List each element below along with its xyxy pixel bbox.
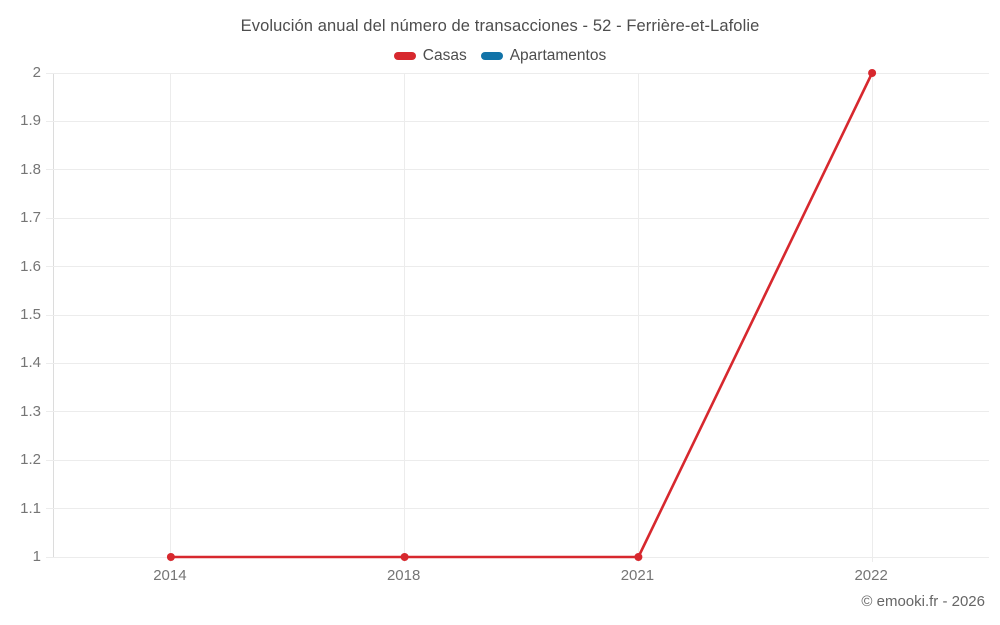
y-tick-label: 1.9	[20, 112, 41, 130]
legend-label-casas: Casas	[422, 47, 467, 64]
series-line-casas	[170, 72, 874, 559]
legend-item-casas[interactable]: Casas	[393, 47, 467, 65]
y-tick-label: 1.2	[20, 451, 41, 469]
data-point-casas[interactable]	[868, 69, 877, 77]
y-tick-label: 2	[32, 64, 41, 81]
legend-label-apartamentos: Apartamentos	[509, 47, 607, 64]
y-tick-label: 1.7	[20, 209, 41, 227]
h-gridline	[46, 120, 989, 122]
h-gridline	[46, 72, 989, 74]
h-gridline	[46, 169, 989, 171]
v-gridline	[871, 73, 873, 562]
data-point-casas[interactable]	[634, 553, 643, 561]
credit-text: © emooki.fr - 2026	[861, 593, 985, 610]
y-tick-label: 1.1	[20, 499, 41, 517]
y-tick-label: 1	[32, 548, 41, 565]
h-gridline	[46, 508, 989, 510]
v-gridline	[637, 73, 639, 562]
h-gridline	[46, 362, 989, 364]
data-point-casas[interactable]	[400, 553, 409, 561]
data-point-casas[interactable]	[166, 553, 175, 561]
v-gridline	[404, 73, 406, 562]
chart-title: Evolución anual del número de transaccio…	[240, 17, 760, 35]
y-tick-label: 1.4	[20, 354, 41, 372]
y-tick-label: 1.3	[20, 402, 41, 420]
h-gridline	[46, 459, 989, 461]
y-tick-label: 1.6	[20, 257, 41, 275]
legend-item-apartamentos[interactable]: Apartamentos	[480, 47, 607, 65]
h-gridline	[46, 411, 989, 413]
y-tick-label: 1.8	[20, 160, 41, 178]
h-gridline	[46, 266, 989, 268]
v-gridline	[170, 73, 172, 562]
h-gridline	[46, 217, 989, 219]
x-tick-label: 2022	[854, 567, 888, 584]
apartamentos-swatch-icon	[480, 52, 503, 60]
legend: Casas Apartamentos	[0, 47, 1000, 65]
casas-swatch-icon	[393, 52, 416, 60]
h-gridline	[46, 314, 989, 316]
x-tick-label: 2018	[386, 567, 421, 584]
x-tick-label: 2014	[153, 567, 187, 584]
series-svg	[166, 69, 877, 561]
plot-area	[46, 69, 989, 562]
x-tick-label: 2021	[620, 567, 655, 584]
y-tick-label: 1.5	[20, 306, 41, 323]
